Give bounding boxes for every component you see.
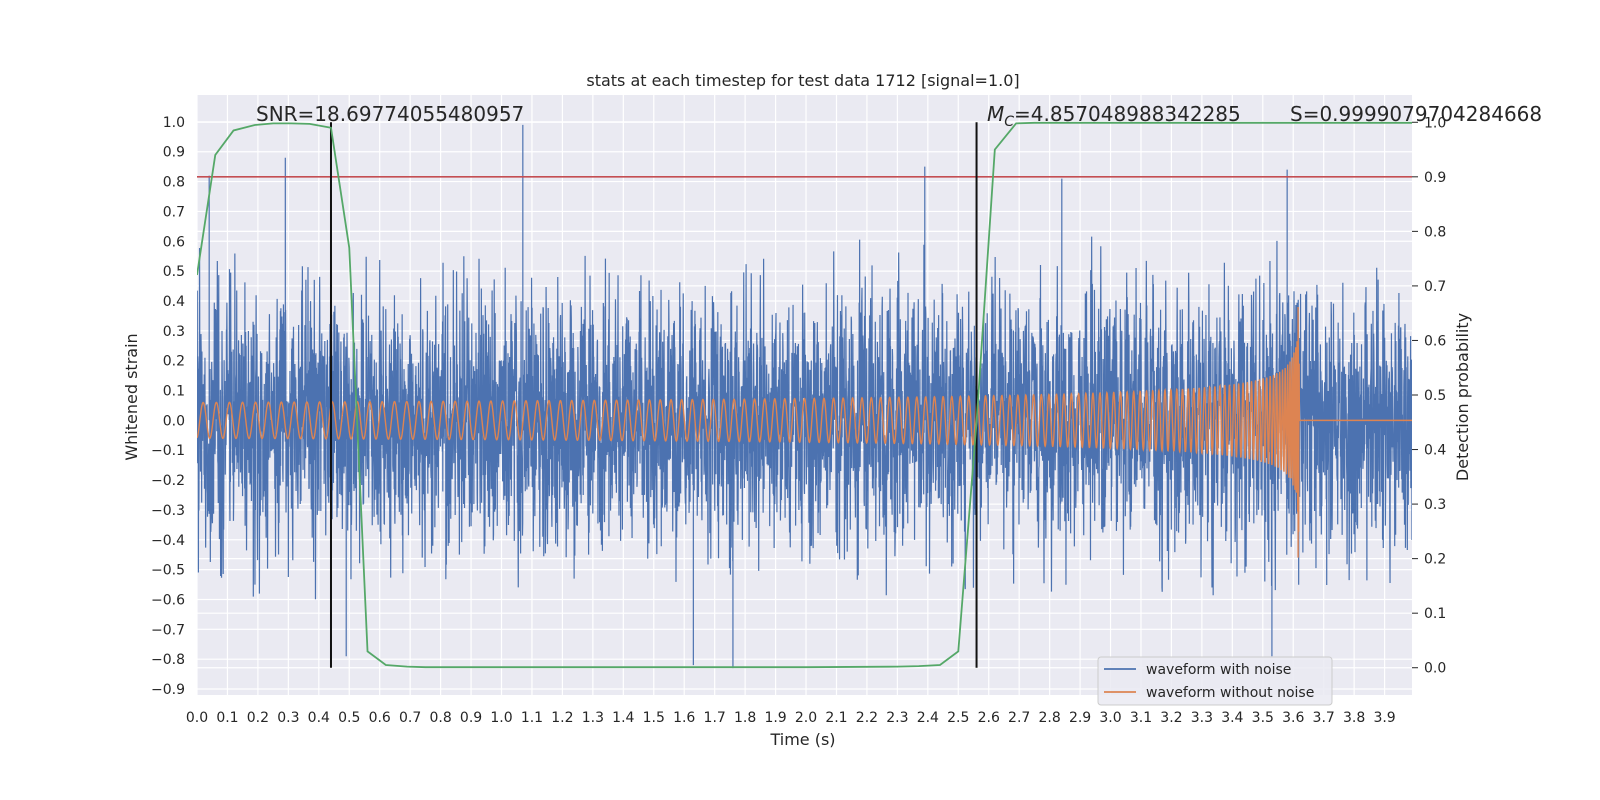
y-tick-label: −0.5 <box>151 563 185 579</box>
x-tick-label: 0.8 <box>429 710 451 726</box>
x-tick-label: 3.5 <box>1252 710 1274 726</box>
x-tick-label: 0.0 <box>186 710 208 726</box>
y-tick-label: 0.9 <box>163 145 185 161</box>
y2-tick-label: 0.6 <box>1424 333 1446 349</box>
y-tick-label: 0.8 <box>163 175 185 191</box>
y-axis-label: Whitened strain <box>122 333 141 460</box>
x-tick-label: 2.8 <box>1038 710 1060 726</box>
chart-title: stats at each timestep for test data 171… <box>586 71 1019 90</box>
x-tick-label: 0.9 <box>460 710 482 726</box>
y-tick-label: 0.7 <box>163 204 185 220</box>
x-tick-label: 0.2 <box>247 710 269 726</box>
x-axis-ticks: 0.0 0.1 0.2 0.3 0.4 0.5 0.6 0.7 0.8 0.9 1.0 1.1 1.2 1… <box>186 710 1396 726</box>
x-tick-label: 3.6 <box>1282 710 1304 726</box>
x-tick-label: 2.4 <box>917 710 939 726</box>
x-tick-label: 0.4 <box>308 710 330 726</box>
x-tick-label: 3.2 <box>1160 710 1182 726</box>
x-tick-label: 3.8 <box>1343 710 1365 726</box>
snr-annotation: SNR=18.69774055480957 <box>256 102 524 126</box>
x-tick-label: 3.3 <box>1191 710 1213 726</box>
x-tick-label: 3.1 <box>1130 710 1152 726</box>
x-tick-label: 1.0 <box>490 710 512 726</box>
y2-tick-label: 0.1 <box>1424 606 1446 622</box>
x-tick-label: 2.6 <box>978 710 1000 726</box>
y2-tick-label: 1.0 <box>1424 115 1446 131</box>
x-tick-label: 2.0 <box>795 710 817 726</box>
x-tick-label: 2.2 <box>856 710 878 726</box>
y2-tick-label: 0.9 <box>1424 170 1446 186</box>
y2-tick-label: 0.3 <box>1424 497 1446 513</box>
y2-tick-label: 0.4 <box>1424 443 1446 459</box>
y-tick-label: −0.7 <box>151 622 185 638</box>
y2-tick-label: 0.2 <box>1424 552 1446 568</box>
y-tick-label: 0.1 <box>163 384 185 400</box>
y-tick-label: 0.0 <box>163 413 185 429</box>
x-tick-label: 1.3 <box>582 710 604 726</box>
series-waveform-without-noise <box>197 306 1412 558</box>
x-tick-label: 2.7 <box>1008 710 1030 726</box>
x-tick-label: 2.9 <box>1069 710 1091 726</box>
y-tick-label: −0.1 <box>151 443 185 459</box>
score-annotation: S=0.9999079704284668 <box>1290 102 1542 126</box>
y2-tick-label: 0.7 <box>1424 279 1446 295</box>
x-tick-label: 3.7 <box>1313 710 1335 726</box>
y-tick-label: −0.3 <box>151 503 185 519</box>
legend: waveform with noise waveform without noi… <box>1097 656 1333 706</box>
y-tick-label: 1.0 <box>163 115 185 131</box>
x-tick-label: 0.1 <box>216 710 238 726</box>
x-tick-label: 3.9 <box>1373 710 1395 726</box>
x-tick-label: 1.5 <box>643 710 665 726</box>
y-axis-ticks: −0.9 −0.8 −0.7 −0.6 −0.5 −0.4 −0.3 −0.2 −0.1 0.0 0… <box>151 115 185 698</box>
y2-tick-label: 0.8 <box>1424 224 1446 240</box>
x-tick-label: 0.3 <box>277 710 299 726</box>
y-tick-label: 0.4 <box>163 294 185 310</box>
chirp-mass-annotation: MC=4.857048988342285 <box>987 102 1241 130</box>
series-detection-probability <box>197 121 1412 669</box>
vertical-lines <box>329 122 978 668</box>
y2-axis-ticks: 0.0 0.1 0.2 0.3 0.4 0.5 0.6 0.7 0.8 0.9 1.0 <box>1412 115 1446 677</box>
x-tick-label: 1.9 <box>764 710 786 726</box>
y2-axis-label: Detection probability <box>1453 313 1472 481</box>
y-tick-label: −0.8 <box>151 652 185 668</box>
x-tick-label: 0.5 <box>338 710 360 726</box>
y-tick-label: 0.5 <box>163 264 185 280</box>
y-tick-label: 0.6 <box>163 234 185 250</box>
y2-tick-label: 0.0 <box>1424 661 1446 677</box>
x-tick-label: 3.4 <box>1221 710 1243 726</box>
x-tick-label: 2.1 <box>825 710 847 726</box>
x-tick-label: 1.1 <box>521 710 543 726</box>
x-tick-label: 1.4 <box>612 710 634 726</box>
legend-label-noise: waveform with noise <box>1146 662 1291 678</box>
series-layer <box>197 121 1412 669</box>
x-tick-label: 1.8 <box>734 710 756 726</box>
y-tick-label: −0.9 <box>151 682 185 698</box>
y2-tick-label: 0.5 <box>1424 388 1446 404</box>
y-tick-label: −0.2 <box>151 473 185 489</box>
x-tick-label: 0.7 <box>399 710 421 726</box>
y-tick-label: 0.2 <box>163 354 185 370</box>
x-tick-label: 3.0 <box>1099 710 1121 726</box>
x-axis-label: Time (s) <box>769 730 835 749</box>
legend-box <box>1097 656 1333 706</box>
y-tick-label: −0.4 <box>151 533 185 549</box>
y-tick-label: 0.3 <box>163 324 185 340</box>
y-tick-label: −0.6 <box>151 592 185 608</box>
x-tick-label: 0.6 <box>369 710 391 726</box>
x-tick-label: 1.6 <box>673 710 695 726</box>
x-tick-label: 2.3 <box>886 710 908 726</box>
x-tick-label: 1.2 <box>551 710 573 726</box>
legend-label-clean: waveform without noise <box>1146 685 1314 701</box>
x-tick-label: 1.7 <box>704 710 726 726</box>
x-tick-label: 2.5 <box>947 710 969 726</box>
series-waveform-with-noise <box>197 124 1412 669</box>
